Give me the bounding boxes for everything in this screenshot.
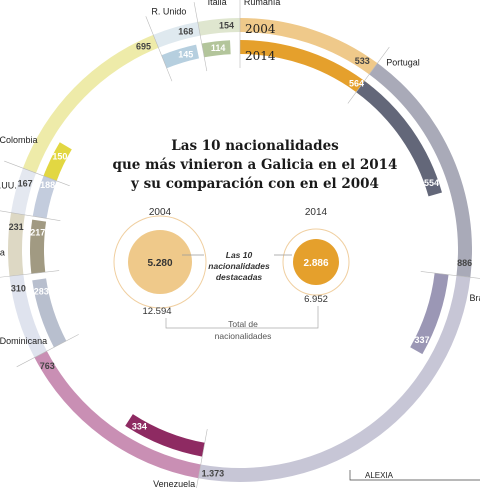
title-line-2: que más vinieron a Galicia en el 2014 xyxy=(113,157,398,173)
center-year-2004: 2004 xyxy=(149,207,172,218)
bar-2014-italia xyxy=(201,40,231,58)
divider-r-unido xyxy=(145,16,173,82)
radial-bars xyxy=(7,18,472,483)
value-2014-brasil: 337 xyxy=(414,335,429,345)
bar-2014-ruman-a xyxy=(240,40,371,97)
divider-colombia xyxy=(4,160,70,187)
divider-cuba xyxy=(0,270,60,278)
value-2004-rep-dominicana: 310 xyxy=(11,284,26,294)
value-2014-ruman-a: 564 xyxy=(349,79,364,89)
bar-2004-brasil xyxy=(198,275,471,483)
bar-2014-rep-dominicana xyxy=(32,278,67,348)
middle-label-2: nacionalidades xyxy=(208,261,270,271)
bar-2004-colombia xyxy=(22,34,159,174)
bar-2004-ruman-a xyxy=(240,18,378,75)
category-label-italia: Italia xyxy=(208,0,227,7)
title-line-3: y su comparación con en el 2004 xyxy=(130,176,379,192)
selected-circle-2004 xyxy=(128,230,192,294)
title-line-1: Las 10 nacionalidades xyxy=(171,138,339,154)
category-label-brasil: Brasil xyxy=(469,293,480,303)
value-2004-cuba: 231 xyxy=(9,222,24,232)
bar-2014-ee-uu xyxy=(32,171,59,219)
value-2004-colombia: 695 xyxy=(136,42,151,52)
credit-rule xyxy=(349,470,480,481)
category-label-portugal: Portugal xyxy=(386,58,420,68)
bar-2004-rep-dominicana xyxy=(9,274,47,358)
value-2014-colombia: 150 xyxy=(52,151,67,161)
total-circle-2014 xyxy=(282,228,350,296)
divider-portugal xyxy=(347,46,390,104)
center-value-2004: 5.280 xyxy=(147,258,172,269)
total-bracket xyxy=(165,306,319,329)
bar-2004-cuba xyxy=(7,212,25,277)
value-2014-portugal: 554 xyxy=(424,178,439,188)
bar-2004-ee-uu xyxy=(11,168,37,215)
total-label-2: nacionalidades xyxy=(215,331,272,341)
value-2004-r-unido: 168 xyxy=(178,27,193,37)
category-label-rep-dominicana: Rep. Dominicana xyxy=(0,336,47,346)
category-label-ee-uu: EE.UU. xyxy=(0,181,17,191)
total-value-2014: 6.952 xyxy=(304,294,328,305)
divider-italia xyxy=(193,2,208,72)
value-2014-ee-uu: 188 xyxy=(40,180,55,190)
value-2014-venezuela: 334 xyxy=(132,421,147,431)
center-comparison: 2004 2014 5.280 2.886 Las 10 nacionalida… xyxy=(113,207,350,341)
total-circle-2004 xyxy=(113,215,207,309)
category-label-r-unido: R. Unido xyxy=(151,6,186,16)
selected-circle-2014 xyxy=(293,239,339,285)
total-label-1: Total de xyxy=(228,319,258,329)
bar-2004-italia xyxy=(197,18,240,36)
center-year-2014: 2014 xyxy=(305,207,328,218)
bar-2014-venezuela xyxy=(125,414,205,457)
bar-2004-venezuela xyxy=(34,351,201,479)
category-label-venezuela: Venezuela xyxy=(153,479,195,488)
category-label-ruman-a: Rumanía xyxy=(244,0,281,7)
bar-2004-portugal xyxy=(369,63,472,278)
credit-text: ALEXIA xyxy=(365,471,394,480)
divider-ee-uu xyxy=(0,210,61,221)
bar-2014-brasil xyxy=(410,273,449,355)
chart-title: Las 10 nacionalidades que más vinieron a… xyxy=(113,138,398,192)
value-2014-cuba: 217 xyxy=(30,228,45,238)
value-2014-rep-dominicana: 283 xyxy=(34,286,49,296)
bar-2014-r-unido xyxy=(161,44,200,69)
divider-rep-dominicana xyxy=(16,334,79,368)
middle-label-1: Las 10 xyxy=(226,250,253,260)
legend-year-2004: 2004 xyxy=(245,22,276,36)
divider-venezuela xyxy=(196,428,208,488)
category-label-colombia: Colombia xyxy=(0,135,38,145)
divider-brasil xyxy=(420,271,480,279)
value-2004-ruman-a: 533 xyxy=(355,56,370,66)
value-2004-italia: 154 xyxy=(219,20,234,30)
bar-2014-cuba xyxy=(29,219,47,274)
total-value-2004: 12.594 xyxy=(142,306,171,317)
bar-2014-portugal xyxy=(356,80,442,197)
value-2004-brasil: 1.373 xyxy=(202,468,225,478)
middle-label-3: destacadas xyxy=(216,272,263,282)
legend-year-2014: 2014 xyxy=(245,49,276,63)
category-label-cuba: Cuba xyxy=(0,248,5,258)
value-2004-portugal: 886 xyxy=(457,258,472,268)
value-2004-venezuela: 763 xyxy=(40,361,55,371)
value-2014-italia: 114 xyxy=(211,43,226,53)
bar-2004-r-unido xyxy=(153,21,201,48)
value-2014-r-unido: 145 xyxy=(178,49,193,59)
center-value-2014: 2.886 xyxy=(303,258,328,269)
value-2004-ee-uu: 167 xyxy=(18,178,33,188)
bar-2014-colombia xyxy=(43,142,72,181)
